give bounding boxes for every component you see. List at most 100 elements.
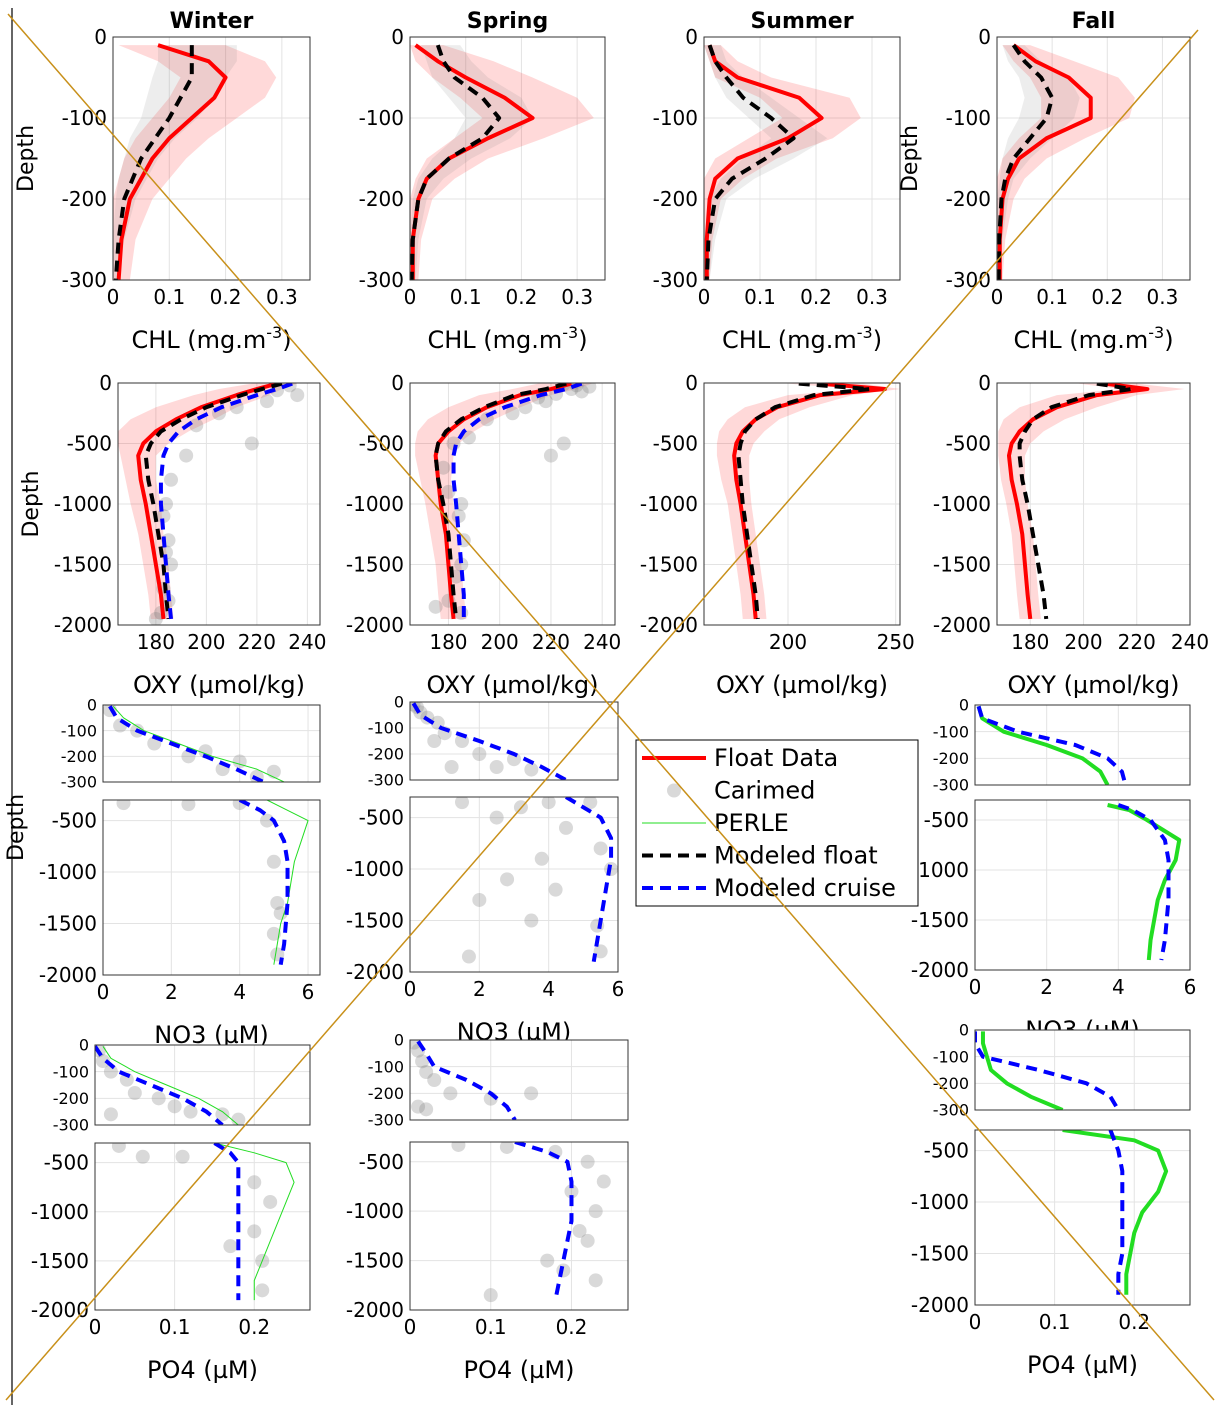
- y-tick-label: -1500: [640, 553, 698, 577]
- y-tick-label: -300: [53, 1116, 89, 1135]
- y-axis-label: Depth: [898, 125, 923, 192]
- x-tick-label: 0.2: [1118, 1310, 1150, 1334]
- sample-point: [411, 1099, 426, 1114]
- x-axis-label: CHL (mg.m-3): [722, 323, 882, 354]
- x-tick-label: 4: [1112, 975, 1125, 999]
- overlay-diagonal: [5, 29, 1199, 1401]
- y-tick-label: -1000: [933, 492, 991, 516]
- spread-band: [410, 45, 533, 280]
- sample-point: [538, 394, 553, 409]
- x-tick-label: 200: [1064, 630, 1102, 654]
- legend: Float Data Carimed PERLE Modeled float Model…: [635, 739, 919, 907]
- y-tick-label: -2000: [39, 963, 97, 987]
- profile-line: [214, 1143, 295, 1301]
- sample-point: [151, 1091, 166, 1106]
- x-tick-label: 0: [107, 285, 120, 309]
- sample-point: [541, 797, 556, 810]
- sample-point: [167, 1099, 182, 1114]
- x-tick-label: 0.2: [1091, 285, 1123, 309]
- panel: 0 0.1 0.2 0.3 -300 -200 -100 0 Fall Depth CHL (mg.…: [898, 9, 1191, 354]
- sample-point: [500, 872, 515, 887]
- x-axis-label-tail: ): [578, 326, 587, 354]
- plot-content: [716, 383, 900, 620]
- sample-point: [472, 747, 487, 761]
- sample-point: [255, 1283, 270, 1298]
- plot-content: [1107, 803, 1182, 961]
- y-tick-label: 0: [394, 1031, 404, 1050]
- x-tick-label: 0: [404, 1315, 417, 1339]
- profile-line: [411, 702, 567, 780]
- y-tick-label: 0: [94, 25, 107, 49]
- sample-point: [247, 1224, 262, 1239]
- sample-point: [540, 1253, 555, 1268]
- sample-point: [419, 1065, 434, 1079]
- profile-line: [143, 383, 283, 620]
- x-tick-label: 2: [473, 977, 486, 1001]
- y-tick-label: -200: [653, 187, 698, 211]
- panel: -300-200-1000: [933, 696, 1191, 795]
- sample-point: [436, 460, 451, 475]
- x-tick-label: 200: [481, 630, 519, 654]
- profile-line: [704, 44, 824, 280]
- x-tick-label: 0: [404, 285, 417, 309]
- y-tick-label: -1500: [911, 908, 969, 932]
- axes-box: [703, 382, 901, 626]
- axes-box: [409, 796, 619, 973]
- x-tick-label: 0.1: [744, 285, 776, 309]
- sample-point: [499, 1142, 514, 1154]
- x-tick-label: 0.2: [800, 285, 832, 309]
- y-tick-label: 0: [391, 371, 404, 395]
- x-tick-label: 220: [1118, 630, 1156, 654]
- x-tick-label: 6: [1184, 975, 1197, 999]
- y-tick-label: 0: [394, 693, 404, 712]
- plot-content: [415, 383, 597, 620]
- sample-point: [524, 762, 539, 777]
- x-axis-label: OXY (µmol/kg): [716, 671, 888, 699]
- y-tick-label: -500: [359, 806, 404, 830]
- panel: 180 200 220 240 -2000 -1500 -1000 -500 0 Depth OXY…: [19, 371, 326, 699]
- plot-area: [975, 705, 1190, 785]
- sample-point: [461, 949, 476, 964]
- x-axis-label-text: CHL (mg.m: [1013, 326, 1148, 354]
- sample-point: [556, 436, 571, 451]
- sample-point: [427, 1073, 442, 1087]
- panel: 0 0.1 0.2 0.3 -300 -200 -100 0 Spring CHL (mg.m-3…: [359, 9, 606, 354]
- profile-line: [1108, 1130, 1125, 1295]
- panel: -300-200-1000: [53, 1036, 311, 1135]
- sample-point: [574, 384, 589, 399]
- sample-point: [580, 1154, 595, 1169]
- sample-point: [260, 813, 275, 828]
- y-tick-label: 0: [978, 25, 991, 49]
- x-tick-label: 6: [612, 977, 625, 1001]
- x-tick-label: 0: [404, 977, 417, 1001]
- plot-area: [410, 1040, 628, 1120]
- sample-point: [534, 851, 549, 866]
- y-tick-label: -2000: [31, 1298, 89, 1322]
- axes-box: [996, 36, 1191, 281]
- plot-content: [410, 43, 594, 280]
- spread-band: [997, 45, 1135, 280]
- panel: -300-200-1000: [61, 696, 321, 792]
- sample-point: [127, 1086, 142, 1100]
- axes-box: [102, 799, 321, 976]
- axes-box: [112, 36, 311, 281]
- plot-area: [410, 37, 605, 280]
- x-tick-label: 0: [97, 980, 110, 1004]
- y-tick-label: 0: [391, 25, 404, 49]
- panel: -300-200-1000: [933, 1021, 1191, 1120]
- sample-point: [266, 764, 281, 779]
- x-axis-label-text: OXY (µmol/kg): [426, 671, 598, 699]
- plot-area: [410, 1142, 628, 1310]
- x-axis-label-text: CHL (mg.m: [427, 326, 562, 354]
- plot-content: [410, 1040, 539, 1120]
- y-tick-label: -500: [52, 809, 97, 833]
- plot-content: [704, 44, 861, 280]
- sample-point: [543, 448, 558, 463]
- plot-content: [975, 1031, 1121, 1110]
- y-tick-label: 0: [685, 371, 698, 395]
- panel: 180 200 220 240 -2000 -1500 -1000 -500 0 OXY (µmo…: [933, 371, 1209, 699]
- y-tick-label: -1500: [39, 912, 97, 936]
- panel: -300-200-1000: [368, 1031, 629, 1130]
